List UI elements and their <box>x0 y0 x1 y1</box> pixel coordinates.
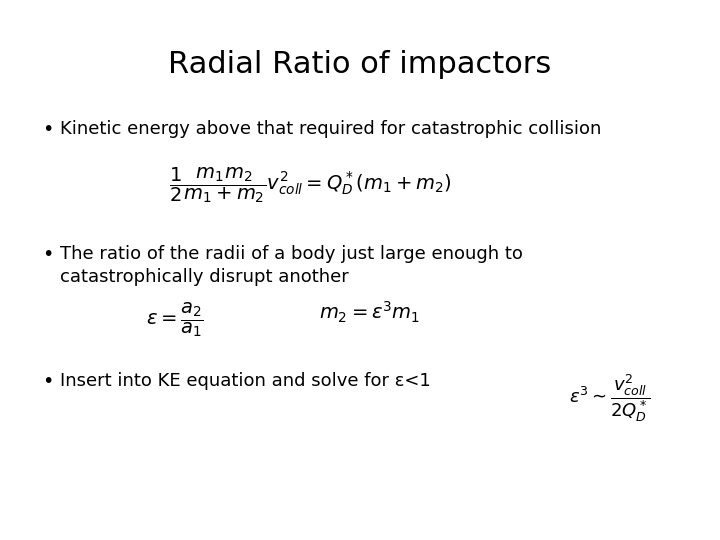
Text: Insert into KE equation and solve for ε<1: Insert into KE equation and solve for ε<… <box>60 372 431 390</box>
Text: $\epsilon = \dfrac{a_2}{a_1}$: $\epsilon = \dfrac{a_2}{a_1}$ <box>146 300 204 339</box>
Text: $\epsilon^3 \sim \dfrac{v^2_{coll}}{2Q^*_D}$: $\epsilon^3 \sim \dfrac{v^2_{coll}}{2Q^*… <box>569 372 651 424</box>
Text: •: • <box>42 245 53 264</box>
Text: •: • <box>42 372 53 391</box>
Text: •: • <box>42 120 53 139</box>
Text: Kinetic energy above that required for catastrophic collision: Kinetic energy above that required for c… <box>60 120 601 138</box>
Text: The ratio of the radii of a body just large enough to: The ratio of the radii of a body just la… <box>60 245 523 263</box>
Text: $\dfrac{1}{2}\dfrac{m_1m_2}{m_1+m_2}v^2_{coll} = Q^*_D(m_1+m_2)$: $\dfrac{1}{2}\dfrac{m_1m_2}{m_1+m_2}v^2_… <box>168 165 451 205</box>
Text: $m_2 = \epsilon^3 m_1$: $m_2 = \epsilon^3 m_1$ <box>320 300 420 325</box>
Text: Radial Ratio of impactors: Radial Ratio of impactors <box>168 50 552 79</box>
Text: catastrophically disrupt another: catastrophically disrupt another <box>60 268 348 286</box>
